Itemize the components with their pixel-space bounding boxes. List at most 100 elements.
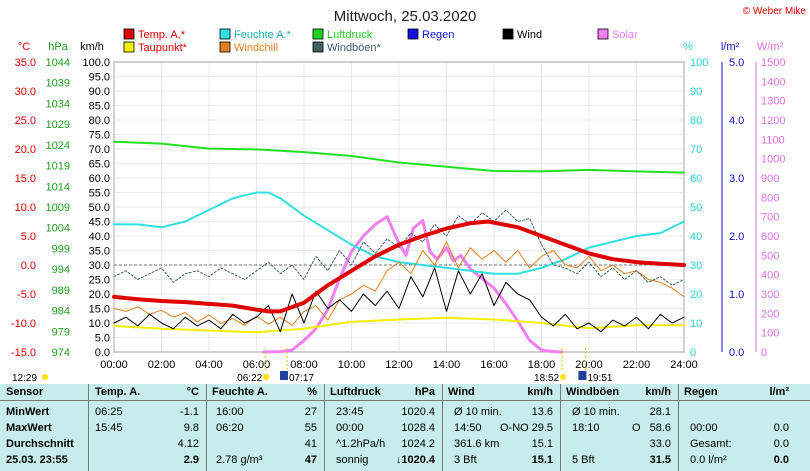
legend-swatch	[502, 28, 514, 40]
stats-rain-info: 0.0 l/m²	[690, 454, 727, 466]
legend-swatch	[219, 28, 231, 40]
stats-rain-value: 0.0	[773, 422, 789, 434]
axis-tick-press: 1014	[46, 181, 70, 193]
stats-header-hum: Feuchte A.	[212, 386, 268, 398]
legend-swatch	[219, 41, 231, 53]
legend-label: Windchill	[234, 42, 278, 54]
moon-icon	[42, 374, 48, 380]
x-tick-label: 08:00	[290, 359, 318, 371]
stats-gust-dir: O	[632, 422, 641, 434]
legend-label: Luftdruck	[327, 29, 373, 41]
axis-tick-wind: 85.0	[89, 101, 110, 113]
stats-header-temp: Temp. A.	[95, 386, 141, 398]
stats-hum-time: 06:20	[216, 422, 244, 434]
stats-wind-dir: O-NO	[500, 422, 529, 434]
stats-row-label: MaxWert	[6, 422, 52, 434]
astro-info: 12:29 06:22 07:17 18:52 19:51	[12, 348, 613, 384]
axis-tick-temp: -5.0	[17, 289, 36, 301]
axis-tick-wind: 100.0	[82, 57, 110, 69]
stats-col-divider	[88, 384, 89, 471]
axis-tick-solar: 1300	[761, 96, 785, 108]
axis-tick-rain: 3.0	[729, 173, 744, 185]
x-tick-label: 12:00	[385, 359, 413, 371]
axis-tick-hum: 100	[690, 57, 708, 69]
axis-tick-rain: 1.0	[729, 289, 744, 301]
stats-wind-info: Ø 10 min.	[454, 406, 502, 418]
legend-label: Solar	[612, 29, 638, 41]
stats-gust-info: 18:10	[572, 422, 600, 434]
stats-press-value: 1024.2	[401, 438, 435, 450]
stats-header-rain: Regen	[684, 386, 718, 398]
series-line	[113, 267, 685, 333]
axis-tick-solar: 700	[761, 212, 779, 224]
x-tick-label: 06:00	[243, 359, 271, 371]
axis-tick-wind: 0.0	[95, 347, 110, 359]
stats-temp-time: 06:25	[95, 406, 123, 418]
stats-divider	[0, 400, 810, 401]
stats-header-sensor: Sensor	[6, 386, 44, 398]
chart-axes: 35.0 30.0 25.0 20.0 15.0 10.0 5.0 0.0 -5.0 -10.0 -…	[11, 57, 786, 371]
axis-tick-hum: 70	[690, 144, 702, 156]
unit-press: hPa	[48, 41, 68, 53]
stats-hum-time: 2.78 g/m³	[216, 454, 263, 466]
stats-table: Sensor Temp. A. °C Feuchte A.% Luftdruck hPa W…	[0, 384, 810, 471]
stats-wind-info: 14:50	[454, 422, 482, 434]
series-line	[113, 241, 685, 326]
unit-rain: l/m²	[721, 41, 740, 53]
stats-header-temp-unit: °C	[186, 386, 199, 398]
stats-wind-value: 13.6	[531, 406, 553, 418]
stats-temp-value: -1.1	[180, 406, 199, 418]
copyright-text: © Weber Mike	[743, 6, 807, 17]
stats-col-divider	[324, 384, 325, 471]
sun-icon	[560, 374, 567, 380]
sunset-time: 18:52	[534, 373, 559, 384]
moon-transit-time: 12:29	[12, 373, 37, 384]
axis-tick-press: 984	[52, 306, 70, 318]
stats-rain-info: Gesamt:	[690, 438, 732, 450]
axis-tick-press: 1029	[46, 119, 70, 131]
axis-tick-rain: 4.0	[729, 115, 744, 127]
stats-hum-value: 41	[304, 438, 317, 450]
unit-solar: W/m²	[757, 41, 784, 53]
stats-row-label: 25.03. 23:55	[6, 454, 68, 466]
stats-press-time: sonnig	[336, 454, 369, 466]
axis-tick-press: 979	[52, 326, 70, 338]
x-tick-label: 10:00	[338, 359, 366, 371]
axis-tick-temp: 35.0	[15, 57, 36, 69]
stats-temp-value: 9.8	[183, 422, 199, 434]
legend-label: Temp. A.*	[138, 29, 186, 41]
legend-label: Wind	[517, 29, 542, 41]
moon-icon	[578, 371, 587, 380]
stats-rain-info: 00:00	[690, 422, 718, 434]
stats-gust-value: 31.5	[649, 454, 671, 466]
stats-row-label: Durchschnitt	[6, 438, 74, 450]
axis-tick-temp: -10.0	[11, 318, 36, 330]
stats-wind-value: 29.5	[531, 422, 553, 434]
sunrise-time: 07:17	[289, 373, 314, 384]
legend-label: Regen	[422, 29, 454, 41]
axis-tick-press: 1004	[46, 223, 70, 235]
unit-hum: %	[683, 41, 693, 53]
stats-hum-value: 47	[304, 454, 317, 466]
axis-tick-press: 999	[52, 243, 70, 255]
axis-tick-hum: 30	[690, 260, 702, 272]
moonrise-time: 06:22	[237, 373, 262, 384]
stats-press-value: 1020.4	[401, 406, 435, 418]
stats-gust-value: 28.1	[649, 406, 671, 418]
axis-tick-hum: 40	[690, 231, 702, 243]
axis-tick-wind: 15.0	[89, 304, 110, 316]
x-tick-label: 20:00	[575, 359, 603, 371]
axis-tick-wind: 20.0	[89, 289, 110, 301]
stats-temp-time: 15:45	[95, 422, 123, 434]
stats-header-hum-unit: %	[307, 386, 317, 398]
axis-tick-temp: 25.0	[15, 115, 36, 127]
axis-tick-solar: 0	[761, 347, 767, 359]
stats-header-wind: Wind	[448, 386, 475, 398]
stats-hum-value: 27	[304, 406, 317, 418]
stats-rain-value: 0.0	[773, 438, 789, 450]
axis-tick-wind: 95.0	[89, 72, 110, 84]
axis-tick-hum: 60	[690, 173, 702, 185]
stats-col-divider	[206, 384, 207, 471]
axis-tick-temp: 10.0	[15, 202, 36, 214]
legend-swatch	[123, 28, 135, 40]
